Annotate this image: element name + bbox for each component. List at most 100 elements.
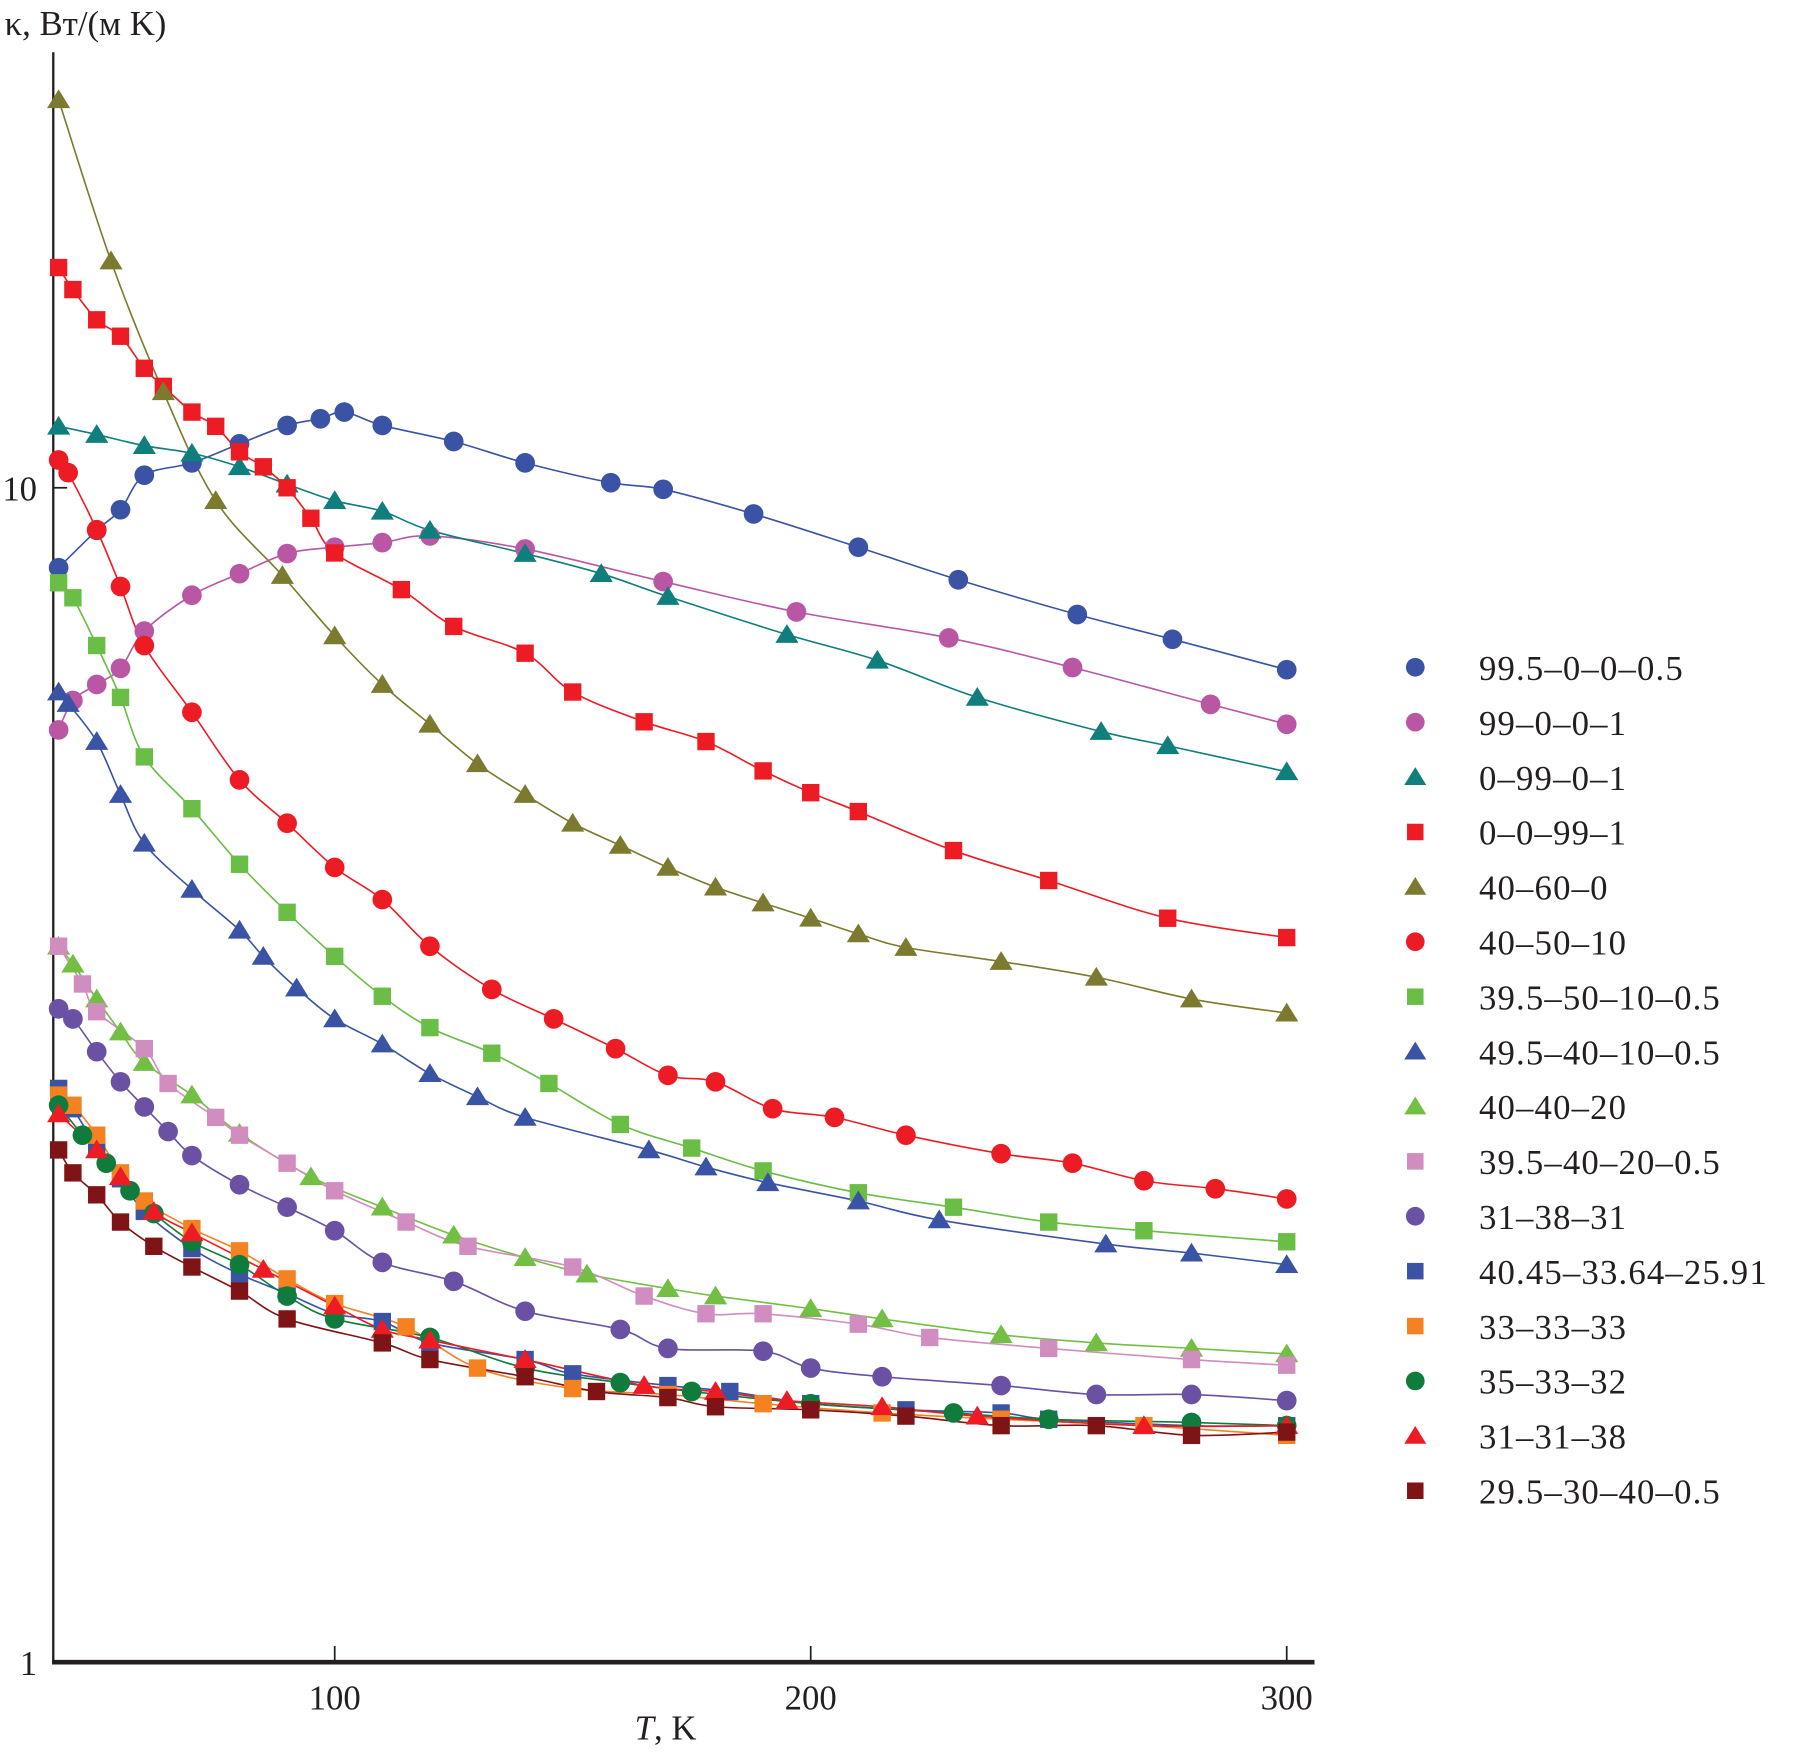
- legend-marker-triangle: [1404, 1096, 1427, 1115]
- data-point: [1162, 629, 1183, 650]
- data-point: [134, 635, 155, 656]
- data-point: [513, 1247, 537, 1267]
- data-point: [392, 580, 411, 599]
- data-point: [180, 1222, 204, 1242]
- data-point: [659, 1388, 677, 1407]
- data-point: [543, 1009, 564, 1029]
- data-point: [1278, 928, 1296, 947]
- data-point: [762, 1098, 783, 1119]
- series-markers: [47, 89, 1299, 1022]
- data-point: [418, 713, 442, 733]
- data-point: [754, 762, 772, 780]
- legend-label: 39.5–40–20–0.5: [1479, 1143, 1721, 1182]
- data-point: [1275, 761, 1299, 781]
- data-point: [158, 1121, 178, 1142]
- data-point: [145, 1237, 163, 1255]
- data-point: [1040, 871, 1058, 890]
- data-point: [943, 1403, 964, 1423]
- series-line: [57, 267, 1287, 939]
- x-tick-label: 100: [309, 1679, 361, 1718]
- data-point: [1275, 1254, 1299, 1274]
- data-point: [230, 1126, 249, 1144]
- data-point: [88, 1003, 106, 1021]
- data-point: [802, 1401, 820, 1419]
- series-markers: [49, 937, 1296, 1374]
- data-point: [1040, 1339, 1058, 1358]
- data-point: [706, 1398, 725, 1416]
- data-point: [183, 403, 201, 421]
- data-point: [754, 1305, 772, 1323]
- data-point: [180, 878, 204, 898]
- legend-item: 39.5–40–20–0.5: [1407, 1143, 1721, 1182]
- legend-marker-triangle: [1404, 1425, 1427, 1444]
- legend-item: 40–40–20: [1404, 1088, 1626, 1127]
- data-point: [653, 479, 673, 500]
- data-point: [637, 1139, 661, 1159]
- data-point: [1135, 1222, 1153, 1240]
- data-point: [230, 1282, 249, 1300]
- data-point: [1181, 1384, 1202, 1405]
- data-point: [324, 857, 345, 878]
- data-point: [516, 1368, 534, 1386]
- data-point: [230, 443, 249, 461]
- x-axis-label-symbol: T: [635, 1709, 657, 1748]
- x-tick-label: 200: [785, 1679, 837, 1718]
- data-point: [921, 1328, 939, 1347]
- legend-marker-square: [1407, 988, 1424, 1005]
- series-markers: [49, 1141, 1296, 1445]
- data-point: [182, 702, 202, 723]
- legend-item: 0–0–99–1: [1407, 814, 1626, 853]
- data-point: [323, 1008, 347, 1028]
- data-point: [99, 250, 123, 270]
- legend-item: 29.5–30–40–0.5: [1407, 1472, 1720, 1511]
- data-point: [989, 1324, 1013, 1344]
- data-point: [370, 1033, 394, 1053]
- data-point: [564, 1365, 582, 1383]
- data-point: [180, 1084, 204, 1104]
- data-point: [132, 1052, 156, 1071]
- series-markers: [49, 1086, 1296, 1445]
- data-point: [513, 543, 537, 562]
- data-point: [159, 1074, 177, 1093]
- data-point: [468, 1359, 487, 1377]
- data-point: [227, 456, 252, 476]
- data-point: [64, 589, 82, 607]
- data-point: [270, 565, 294, 584]
- series-markers: [47, 1103, 1299, 1434]
- series-line: [57, 99, 1287, 1014]
- data-point: [775, 624, 799, 643]
- data-point: [373, 1334, 391, 1352]
- legend-label: 40–50–10: [1479, 924, 1627, 963]
- data-point: [326, 947, 344, 966]
- data-point: [204, 490, 228, 510]
- data-point: [703, 876, 728, 896]
- data-point: [1156, 735, 1180, 755]
- data-point: [326, 544, 344, 562]
- data-point: [72, 1125, 93, 1146]
- data-point: [85, 731, 109, 750]
- data-point: [896, 1125, 916, 1146]
- data-point: [323, 625, 347, 645]
- data-point: [48, 720, 69, 740]
- data-point: [992, 1416, 1010, 1435]
- data-point: [64, 1096, 82, 1114]
- data-point: [49, 258, 68, 277]
- legend-marker-triangle: [1404, 1041, 1427, 1060]
- data-point: [86, 674, 107, 695]
- data-point: [230, 1242, 249, 1260]
- legend-item: 40.45–33.64–25.91: [1407, 1253, 1767, 1292]
- legend-item: 40–60–0: [1404, 869, 1608, 908]
- legend-item: 0–99–0–1: [1404, 759, 1626, 798]
- data-point: [1182, 1350, 1201, 1369]
- data-point: [694, 1156, 718, 1176]
- data-point: [948, 569, 969, 590]
- data-point: [49, 574, 68, 592]
- data-point: [277, 813, 297, 834]
- data-point: [372, 415, 393, 436]
- data-point: [61, 953, 85, 973]
- data-point: [1084, 966, 1108, 986]
- data-point: [230, 855, 249, 873]
- data-point: [1179, 1242, 1204, 1262]
- data-point: [656, 857, 680, 876]
- data-point: [1278, 1356, 1296, 1374]
